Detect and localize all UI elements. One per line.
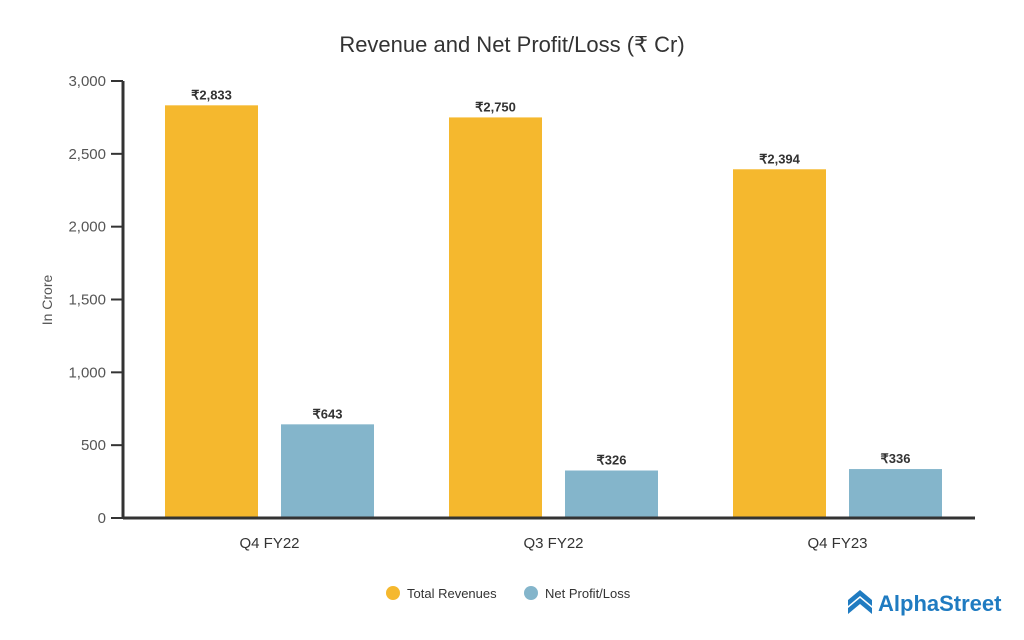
legend-marker [524, 586, 538, 600]
y-tick-label: 2,000 [68, 219, 106, 236]
legend-marker [386, 586, 400, 600]
bar-net-profit-loss [849, 469, 942, 518]
bar-net-profit-loss [281, 424, 374, 518]
alphastreet-logo-icon [848, 590, 872, 614]
x-tick-label: Q4 FY23 [807, 535, 867, 552]
y-tick-label: 1,000 [68, 364, 106, 381]
data-label: ₹2,394 [759, 151, 801, 166]
legend: Total Revenues Net Profit/Loss [386, 586, 631, 601]
data-label: ₹2,750 [475, 99, 516, 114]
y-tick-label: 3,000 [68, 73, 106, 90]
x-axis: Q4 FY22 Q3 FY22 Q4 FY23 [123, 516, 975, 552]
alphastreet-logo: AlphaStreet [848, 590, 1002, 616]
data-label: ₹2,833 [191, 87, 232, 102]
y-tick-label: 1,500 [68, 292, 106, 309]
bars: ₹2,833 ₹643 ₹2,750 ₹326 ₹2,394 ₹336 [165, 87, 942, 519]
chart-title: Revenue and Net Profit/Loss (₹ Cr) [339, 32, 684, 57]
x-tick-label: Q3 FY22 [523, 535, 583, 552]
bar-total-revenues [733, 169, 826, 519]
y-axis-label: In Crore [39, 275, 55, 326]
data-label: ₹336 [881, 451, 911, 466]
y-axis: 0 500 1,000 1,500 2,000 2,500 3,000 [68, 73, 125, 527]
legend-label: Net Profit/Loss [545, 586, 631, 601]
alphastreet-logo-text: AlphaStreet [878, 591, 1002, 616]
bar-total-revenues [449, 117, 542, 519]
x-tick-label: Q4 FY22 [239, 535, 299, 552]
bar-net-profit-loss [565, 470, 658, 518]
data-label: ₹643 [313, 406, 343, 421]
legend-label: Total Revenues [407, 586, 497, 601]
y-tick-label: 0 [98, 510, 106, 527]
y-tick-label: 2,500 [68, 146, 106, 163]
y-tick-label: 500 [81, 437, 106, 454]
bar-total-revenues [165, 105, 258, 519]
data-label: ₹326 [597, 453, 627, 468]
